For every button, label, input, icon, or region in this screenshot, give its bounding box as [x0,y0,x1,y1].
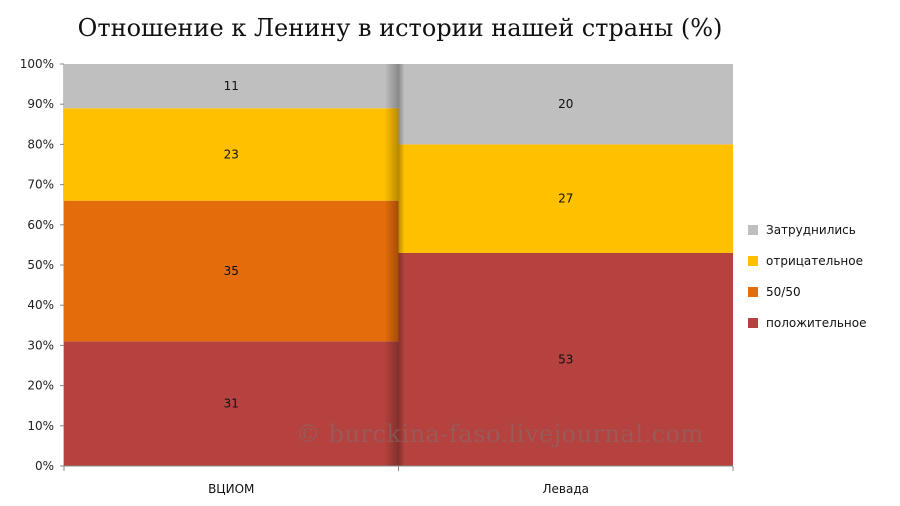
y-tick-label: 10% [27,419,54,433]
legend: Затруднились отрицательное 50/50 положитель… [748,222,867,346]
y-tick-label: 90% [27,97,54,111]
y-tick-label: 40% [27,298,54,312]
x-category-label: ВЦИОМ [208,482,254,496]
bar-segment [398,144,733,253]
legend-item: Затруднились [748,222,867,238]
legend-swatch [748,318,758,328]
data-label: 53 [558,352,573,366]
data-label: 23 [224,147,239,161]
data-label: 31 [224,397,239,411]
bar-segment [398,252,733,466]
bar-segment [64,341,399,466]
bar-segment [64,64,399,109]
legend-item: 50/50 [748,284,867,300]
legend-label: 50/50 [766,285,801,299]
bar-segment [64,200,399,342]
legend-swatch [748,225,758,235]
legend-label: положительное [766,316,867,330]
y-tick-label: 70% [27,178,54,192]
watermark: © burckina-faso.livejournal.com [296,420,704,448]
legend-swatch [748,287,758,297]
y-tick-label: 80% [27,137,54,151]
y-tick-label: 0% [35,459,54,473]
data-label: 35 [224,264,239,278]
y-tick-label: 30% [27,338,54,352]
bar-segment [64,108,399,201]
legend-label: отрицательное [766,254,863,268]
y-tick-label: 100% [20,57,54,71]
y-tick-label: 60% [27,218,54,232]
y-tick-label: 20% [27,379,54,393]
data-label: 11 [224,79,239,93]
legend-item: отрицательное [748,253,867,269]
data-label: 20 [558,97,573,111]
bar-divider-shadow [384,64,405,466]
data-label: 27 [558,192,573,206]
legend-item: положительное [748,315,867,331]
x-category-label: Левада [543,482,589,496]
legend-label: Затруднились [766,223,856,237]
legend-swatch [748,256,758,266]
chart-title: Отношение к Ленину в истории нашей стран… [77,14,723,42]
y-tick-label: 50% [27,258,54,272]
bar-segment [398,64,733,145]
